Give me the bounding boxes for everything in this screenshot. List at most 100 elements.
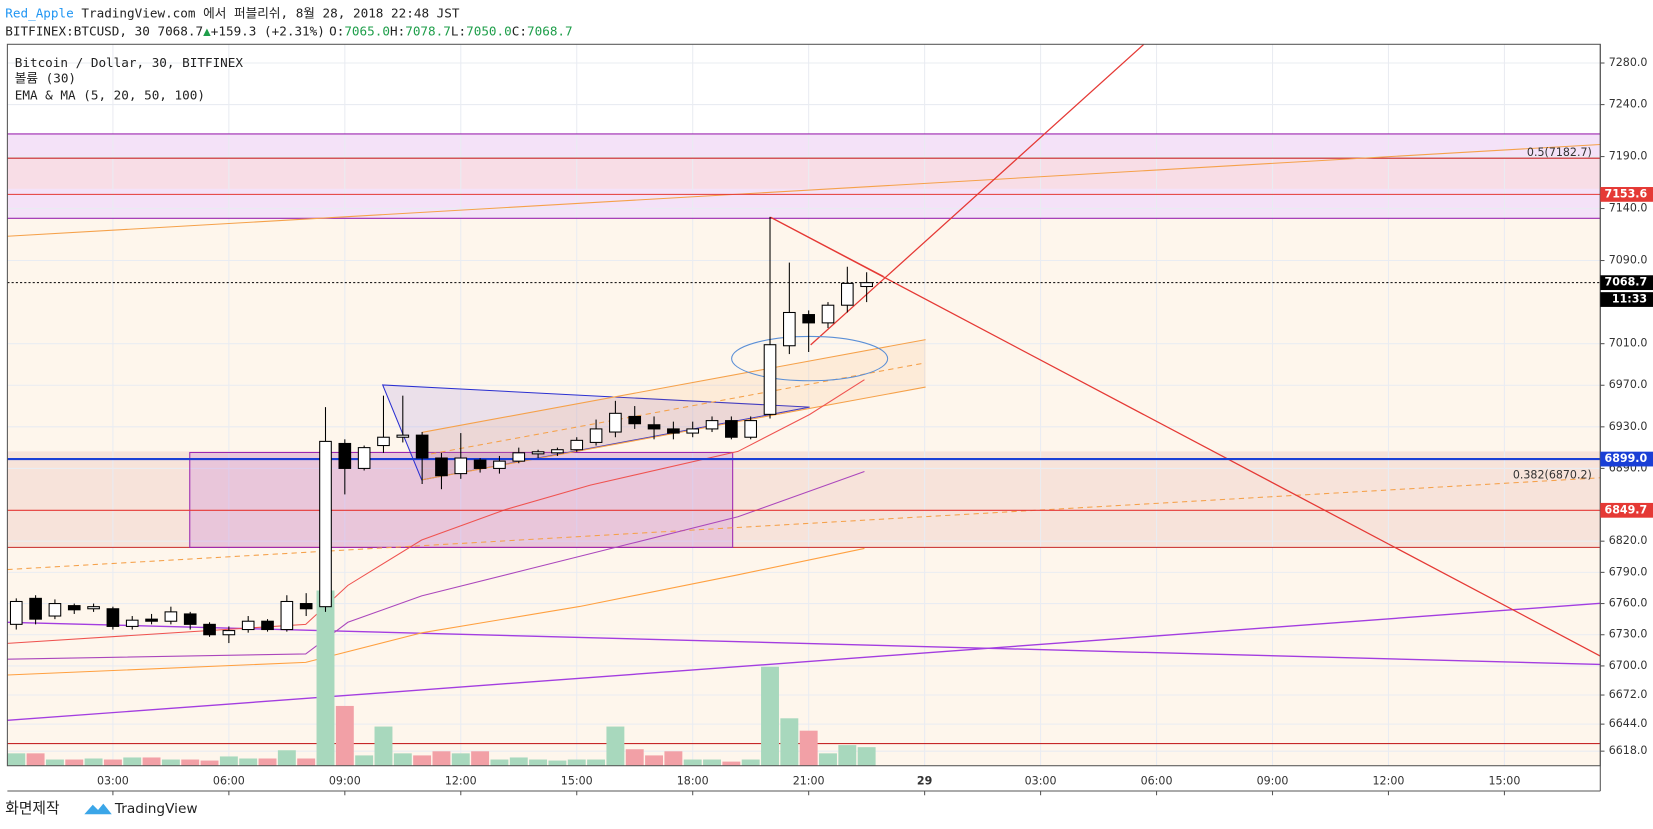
ohlc-label: L: [451,23,466,38]
x-tick-label: 03:00 [97,775,129,788]
volume-bar [664,751,683,766]
ohlc-label: O: [329,23,344,38]
volume-bar [219,756,238,766]
y-tick-label: 7140.0 [1609,202,1648,215]
header-line: Red_Apple TradingView.com 에서 퍼블리쉬, 8월 28… [5,5,460,20]
footer-text: 화면제작 [5,800,60,817]
y-tick-label: 6644.0 [1609,717,1648,730]
published: TradingView.com 에서 퍼블리쉬, 8월 28, 2018 22:… [81,5,460,20]
ohlc-label: H: [390,23,405,38]
candle-body [203,623,216,636]
x-tick-label: 12:00 [445,775,477,788]
volume-bar [548,760,567,766]
candle-body [763,344,777,415]
volume-bar [239,758,258,766]
y-tick-label: 6820.0 [1609,534,1648,547]
volume-bar [490,759,509,766]
candle-body [821,304,835,324]
ohlc-value: 7065.0 [344,23,390,38]
x-tick-label: 03:00 [1025,775,1057,788]
candle-body [396,434,410,438]
candle-body [473,459,487,469]
x-tick-label: 06:00 [1141,775,1173,788]
y-tick-label: 6760.0 [1609,597,1648,610]
symbol-line: BITFINEX:BTCUSD, 30 7068.7▲+159.3 (+2.31… [5,23,572,38]
volume-bar [355,755,374,766]
volume-bar [606,726,625,766]
logo [84,803,112,815]
grid [7,44,1601,766]
axes: 7280.0 7240.0 7190.0 7140.0 7090.0 7010.0 6970… [97,56,1653,796]
y-tick-label: 6672.0 [1609,688,1648,701]
x-tick-label: 18:00 [677,775,709,788]
ohlc-value: 7078.7 [405,23,451,38]
volume-bar [161,759,180,766]
volume-bar [432,751,451,766]
candle-body [357,447,371,469]
candle-body [125,619,139,627]
brand[interactable]: TradingView [114,801,198,817]
volume-bar [838,745,857,766]
x-tick-label: 09:00 [329,775,361,788]
volume-bar [316,590,335,766]
volume-bar [413,755,432,766]
candle-body [87,606,100,610]
y-tick-label: 6700.0 [1609,659,1648,672]
candle-body [686,428,700,434]
volume-bar [722,761,741,766]
volume-bar [258,758,277,766]
volume [7,590,876,766]
volume-bar [45,759,64,766]
price-tag [1600,502,1653,518]
volume-bar [683,759,702,766]
volume-bar [26,753,45,766]
candle-body [647,424,661,430]
last: 7068.7 [157,23,203,38]
y-tick-label: 6618.0 [1609,744,1648,757]
candle-body [106,608,120,627]
candle-body [589,428,603,443]
candle-body [9,600,23,625]
volume-bar [142,757,161,766]
drawings [7,133,1601,766]
ohlc-label: C: [512,23,527,38]
volume-bar [84,758,103,766]
candle-body [860,282,873,288]
candle-body [667,428,680,434]
volume-bar [181,759,200,766]
volume-bar [103,759,122,766]
volume-bar [645,755,664,766]
volume-bar [529,759,548,766]
user: Red_Apple [5,5,73,20]
legend-item: EMA & MA (5, 20, 50, 100) [15,87,205,102]
y-tick-label: 7280.0 [1609,56,1648,69]
y-tick-label: 6930.0 [1609,420,1648,433]
symbol: BITFINEX:BTCUSD, 30 [5,23,150,38]
candle-body [493,460,506,469]
candle-body [744,420,758,438]
volume-bar [780,718,799,766]
candle-body [435,457,448,477]
legend-item: Bitcoin / Dollar, 30, BITFINEX [15,55,244,70]
x-tick-label: 15:00 [561,775,593,788]
levels: 0.5(7182.7) 0.382(6870.2) [7,146,1601,511]
volume-bar [200,760,219,766]
volume-bar [7,753,26,766]
price-tag-label: 7068.7 [1605,276,1648,289]
x-tick-label: 09:00 [1257,775,1289,788]
volume-bar [761,666,779,766]
volume-bar [123,757,142,766]
candle-body [725,420,738,438]
candle-body [628,415,642,425]
ohlc-value: 7068.7 [527,23,573,38]
volume-bar [625,749,644,766]
price-tag-label: 7153.6 [1605,187,1648,200]
volume-bar [297,758,316,766]
x-tick-label: 12:00 [1373,775,1405,788]
volume-bar [703,759,721,766]
volume-bar [587,759,606,766]
drawings [7,43,1601,745]
volume-bar [567,759,586,766]
